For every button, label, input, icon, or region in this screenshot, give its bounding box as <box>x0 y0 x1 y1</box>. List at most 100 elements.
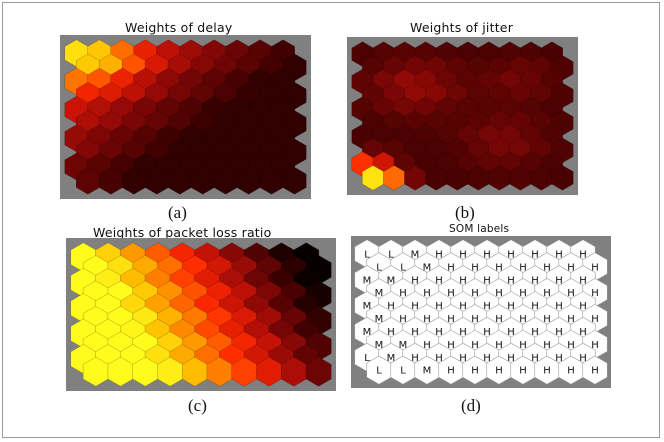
som-cell-label: H <box>435 275 443 286</box>
som-cell-label: H <box>531 301 539 312</box>
som-cell-label: H <box>519 340 527 351</box>
som-cell-label: L <box>400 262 406 273</box>
som-cell-label: H <box>519 314 527 325</box>
som-cell-label: H <box>519 288 527 299</box>
caption-b: (b) <box>455 203 475 222</box>
som-cell-label: H <box>591 288 599 299</box>
som-cell-label: H <box>495 366 503 377</box>
som-cell-label: H <box>495 340 503 351</box>
som-cell-label: M <box>363 275 372 286</box>
som-cell-label: H <box>423 314 431 325</box>
som-cell-label: H <box>579 301 587 312</box>
som-cell-label: M <box>363 301 372 312</box>
som-cell-label: H <box>435 327 443 338</box>
som-cell-label: H <box>459 327 467 338</box>
som-cell-label: H <box>543 262 551 273</box>
som-cell-label: H <box>591 340 599 351</box>
som-cell-label: L <box>388 249 394 260</box>
som-cell-label: H <box>555 353 563 364</box>
som-cell-label: M <box>387 353 396 364</box>
som-cell-label: L <box>364 249 370 260</box>
som-cell-label: H <box>447 340 455 351</box>
som-cell-label: H <box>447 288 455 299</box>
som-cell-label: H <box>507 249 515 260</box>
som-cell-label: H <box>507 327 515 338</box>
som-cell-label: H <box>543 366 551 377</box>
som-cell-label: H <box>411 275 419 286</box>
som-cell-label: H <box>579 353 587 364</box>
som-cell-label: M <box>387 275 396 286</box>
som-cell-label: M <box>363 327 372 338</box>
som-cell-label: L <box>376 366 382 377</box>
som-cell-label: H <box>555 301 563 312</box>
som-cell-label: H <box>591 366 599 377</box>
som-cell-label: H <box>483 275 491 286</box>
panel-title-delay: Weights of delay <box>125 20 233 35</box>
panel-title-som-labels: SOM labels <box>449 223 510 235</box>
som-cell-label: H <box>543 314 551 325</box>
som-cell-label: H <box>531 249 539 260</box>
som-cell-label: H <box>531 275 539 286</box>
som-cell-label: H <box>471 314 479 325</box>
heatmap-delay <box>60 35 311 199</box>
som-cell-label: H <box>567 366 575 377</box>
som-cell-label: H <box>459 275 467 286</box>
som-cell-label: H <box>435 353 443 364</box>
som-cell-label: H <box>387 327 395 338</box>
som-cell-label: L <box>376 262 382 273</box>
caption-d: (d) <box>461 396 481 415</box>
som-cell-label: H <box>591 314 599 325</box>
som-cell-label: H <box>471 340 479 351</box>
som-cell-label: H <box>435 301 443 312</box>
som-cell-label: H <box>591 262 599 273</box>
som-cell-label: M <box>375 340 384 351</box>
som-cell-label: H <box>471 366 479 377</box>
som-cell-label: H <box>555 249 563 260</box>
som-cell-label: H <box>579 327 587 338</box>
som-cell-label: H <box>507 275 515 286</box>
som-cell-label: H <box>459 353 467 364</box>
som-cell-label: H <box>567 262 575 273</box>
som-cell-label: H <box>495 262 503 273</box>
som-cell-label: H <box>567 340 575 351</box>
som-cell-label: H <box>519 366 527 377</box>
panel-title-jitter: Weights of jitter <box>410 20 514 35</box>
heatmap-plr <box>66 238 336 391</box>
som-cell-label: H <box>579 249 587 260</box>
som-cell-label: L <box>364 353 370 364</box>
som-cell-label: M <box>375 314 384 325</box>
som-cell-label: H <box>459 249 467 260</box>
som-cell-label: H <box>411 327 419 338</box>
som-cell-label: H <box>447 262 455 273</box>
som-cell-label: M <box>375 288 384 299</box>
som-cell-label: H <box>507 301 515 312</box>
som-cell-label: H <box>543 288 551 299</box>
som-cell-label: H <box>387 301 395 312</box>
caption-a: (a) <box>168 203 187 222</box>
som-cell-label: H <box>567 314 575 325</box>
hex-cell <box>551 165 574 191</box>
som-cell-label: H <box>555 275 563 286</box>
som-cell-label: H <box>507 353 515 364</box>
panel-title-plr: Weights of packet loss ratio <box>93 225 272 240</box>
hex-cell <box>305 356 332 387</box>
som-cell-label: H <box>531 327 539 338</box>
som-cell-label: H <box>471 262 479 273</box>
som-cell-label: H <box>459 301 467 312</box>
som-cell-label: H <box>423 340 431 351</box>
som-cell-label: H <box>483 301 491 312</box>
som-cell-label: M <box>423 262 432 273</box>
hex-cell <box>582 355 608 385</box>
som-cell-label: M <box>399 340 408 351</box>
som-cell-label: H <box>471 288 479 299</box>
som-cell-label: H <box>447 314 455 325</box>
som-cell-label: L <box>400 366 406 377</box>
som-cell-label: H <box>411 353 419 364</box>
som-cell-label: H <box>579 275 587 286</box>
som-cell-label: H <box>543 340 551 351</box>
som-label-map: L L M H H H H H H HL L M H H H H H H HM M H H H H H H H HM H H H H H H H H H… <box>351 236 611 388</box>
som-cell-label: H <box>495 288 503 299</box>
som-cell-label: H <box>519 262 527 273</box>
som-cell-label: H <box>531 353 539 364</box>
caption-c: (c) <box>188 396 207 415</box>
